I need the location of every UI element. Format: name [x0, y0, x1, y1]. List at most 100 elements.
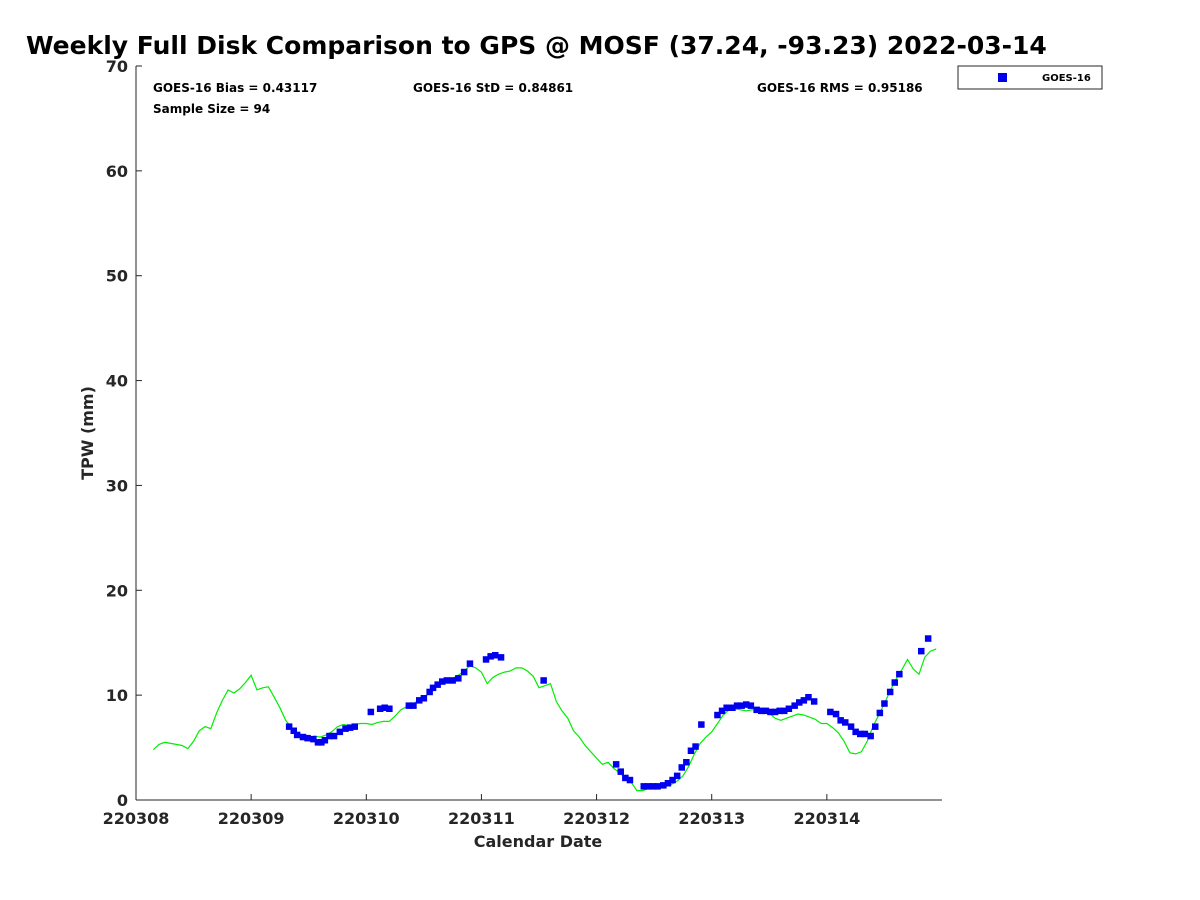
legend-label-goes-16: GOES-16	[1042, 73, 1091, 84]
goes-16-point	[683, 759, 690, 766]
x-ticks: 220308 220309 220310 220311 220312 220313 2203…	[103, 794, 860, 828]
goes-16-point	[381, 704, 388, 711]
y-tick-label: 40	[106, 372, 128, 391]
goes-16-point	[891, 679, 898, 686]
goes-16-point	[733, 702, 741, 709]
goes-16-point	[612, 761, 620, 768]
x-tick-label: 220313	[678, 809, 745, 828]
goes-16-point	[687, 747, 695, 754]
legend-marker-goes-16	[998, 73, 1007, 82]
goes-16-point	[492, 652, 499, 659]
goes-16-point	[743, 701, 750, 708]
goes-16-point	[791, 702, 798, 709]
goes-16-point	[805, 694, 812, 701]
goes-16-point	[640, 783, 647, 790]
goes-16-point	[664, 780, 672, 787]
y-ticks: 0 10 20 30 40 50 60 70	[106, 57, 142, 810]
y-tick-label: 50	[106, 267, 128, 286]
x-axis-label: Calendar Date	[474, 832, 603, 851]
goes-16-point	[847, 723, 855, 730]
goes-16-point	[886, 688, 894, 696]
goes-16-point	[918, 647, 925, 655]
goes-16-point	[771, 708, 779, 716]
x-tick-label: 220311	[448, 809, 515, 828]
goes-16-point	[738, 702, 745, 709]
goes-16-point	[810, 698, 818, 705]
goes-16-point	[346, 724, 354, 731]
goes-16-point	[299, 733, 307, 741]
goes-16-point	[336, 728, 344, 736]
legend: GOES-16	[957, 65, 1103, 90]
y-tick-label: 30	[106, 476, 128, 495]
goes-16-point	[290, 727, 297, 734]
goes-16-point	[386, 705, 393, 712]
goes-16-series	[285, 635, 932, 790]
goes-16-point	[314, 739, 322, 746]
goes-16-point	[924, 635, 932, 642]
goes-16-point	[342, 725, 349, 732]
goes-16-point	[460, 668, 468, 676]
goes-16-point	[800, 697, 808, 704]
goes-16-point	[455, 675, 462, 682]
sample-size-stat: Sample Size = 94	[153, 102, 270, 116]
goes-16-point	[351, 723, 358, 730]
goes-16-point	[758, 707, 765, 715]
std-stat: GOES-16 StD = 0.84861	[413, 81, 573, 95]
goes-16-point	[497, 654, 505, 661]
goes-16-point	[326, 732, 333, 740]
goes-16-point	[669, 776, 676, 784]
goes-16-point	[842, 719, 849, 726]
y-tick-label: 10	[106, 686, 128, 705]
gps-series	[152, 648, 937, 792]
goes-16-point	[776, 707, 783, 715]
goes-16-point	[785, 705, 793, 712]
goes-16-point	[678, 764, 685, 771]
goes-16-point	[796, 699, 803, 706]
goes-16-point	[540, 677, 547, 684]
x-tick-label: 220308	[103, 809, 170, 828]
goes-16-point	[622, 774, 629, 782]
goes-16-point	[626, 776, 634, 784]
goes-16-point	[896, 670, 903, 678]
y-tick-label: 60	[106, 162, 128, 181]
goes-16-point	[857, 730, 864, 738]
chart-title: Weekly Full Disk Comparison to GPS @ MOS…	[26, 31, 1047, 60]
goes-16-point	[439, 678, 446, 685]
goes-16-point	[285, 723, 293, 730]
goes-16-point	[649, 783, 657, 790]
goes-16-point	[876, 709, 884, 717]
goes-16-point	[318, 739, 325, 746]
goes-16-point	[832, 710, 840, 718]
goes-16-point	[762, 707, 770, 715]
goes-16-point	[617, 768, 624, 775]
goes-16-point	[692, 743, 699, 750]
goes-16-point	[304, 734, 311, 742]
bias-stat: GOES-16 Bias = 0.43117	[153, 81, 317, 95]
goes-16-point	[729, 704, 736, 711]
goes-16-point	[645, 783, 652, 790]
goes-16-point	[861, 730, 869, 738]
goes-16-point	[852, 728, 859, 736]
goes-16-point	[310, 735, 317, 743]
goes-16-point	[753, 706, 760, 714]
goes-16-point	[449, 677, 456, 684]
y-axis-label: TPW (mm)	[78, 386, 97, 480]
x-tick-label: 220309	[218, 809, 285, 828]
goes-16-point	[747, 702, 755, 709]
goes-16-point	[718, 707, 726, 715]
goes-16-point	[827, 708, 834, 716]
goes-16-point	[376, 705, 384, 712]
goes-16-point	[781, 707, 788, 715]
goes-16-point	[698, 721, 705, 728]
x-tick-label: 220310	[333, 809, 400, 828]
goes-16-point	[330, 732, 338, 740]
goes-16-point	[466, 660, 474, 667]
goes-16-point	[321, 737, 329, 744]
axes	[135, 66, 942, 801]
goes-16-point	[367, 708, 375, 716]
goes-16-point	[443, 677, 451, 684]
goes-16-point	[881, 700, 888, 707]
goes-16-point	[426, 688, 433, 696]
goes-16-point	[410, 702, 417, 709]
goes-16-point	[420, 695, 428, 702]
